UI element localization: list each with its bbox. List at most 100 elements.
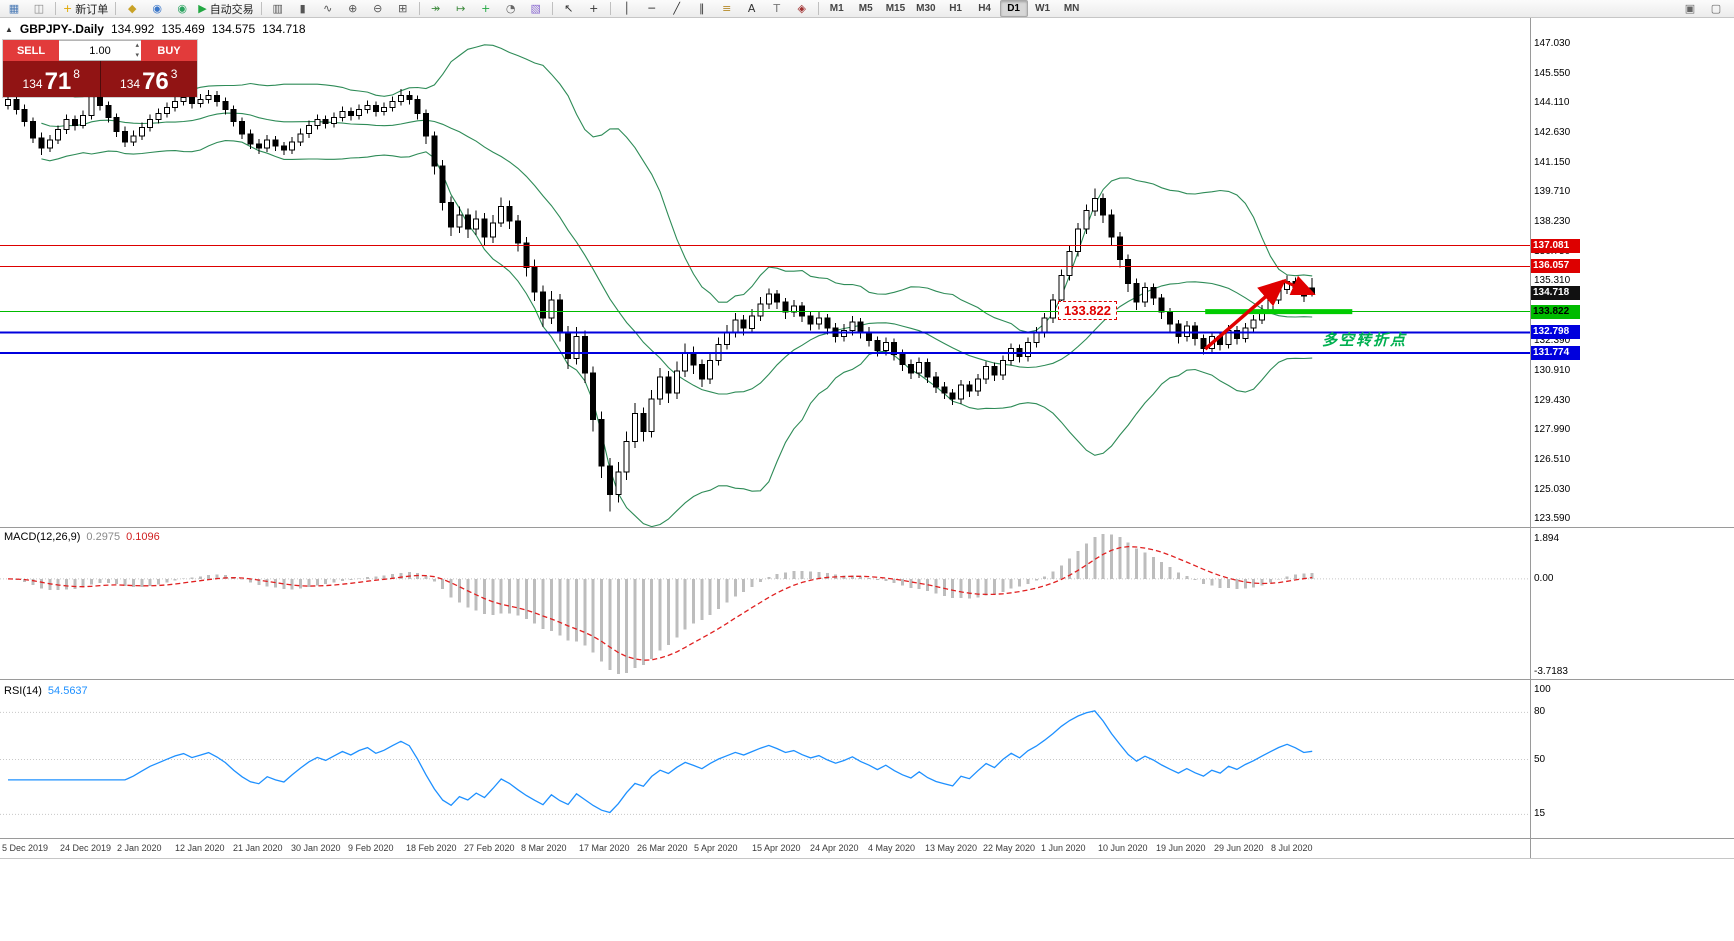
rsi-axis-label: 15 (1534, 808, 1546, 819)
date-axis-label: 10 Jun 2020 (1098, 843, 1148, 853)
rsi-axis-label: 80 (1534, 706, 1546, 717)
profiles-button[interactable]: ◫ (27, 0, 51, 17)
date-axis-label: 8 Jul 2020 (1271, 843, 1313, 853)
price-axis-tick: 147.030 (1534, 38, 1571, 49)
price-callout-label[interactable]: 133.822 (1058, 301, 1117, 320)
rsi-name: RSI(14) (4, 685, 42, 697)
rsi-line (8, 710, 1313, 814)
timeframe-h4[interactable]: H4 (978, 3, 991, 14)
buy-button[interactable]: BUY (141, 40, 197, 61)
trend-arrow[interactable] (1204, 278, 1287, 351)
chart-shift-button[interactable]: ↦ (449, 0, 473, 17)
horizontal-line-icon: ─ (648, 2, 655, 15)
toolbar-right-icons: ▣ ▢ (1678, 0, 1732, 17)
timeframe-d1[interactable]: D1 (999, 0, 1028, 17)
indicators-list-button[interactable]: + (474, 0, 498, 17)
date-axis-label: 26 Mar 2020 (637, 843, 688, 853)
timeframe-mn[interactable]: MN (1063, 3, 1080, 14)
indicators-list-icon: + (481, 2, 491, 15)
date-axis-label: 27 Feb 2020 (464, 843, 515, 853)
symbol-label: GBPJPY-.Daily (19, 22, 104, 36)
volume-down-icon[interactable]: ▾ (135, 52, 139, 59)
pullback-arrow[interactable] (1283, 275, 1316, 296)
date-axis[interactable]: 5 Dec 2019 24 Dec 2019 2 Jan 2020 12 Jan 20… (0, 838, 1530, 860)
timeframe-h1[interactable]: H1 (949, 3, 962, 14)
price-axis-tick: 125.030 (1534, 484, 1571, 495)
text-label-button[interactable]: T (765, 0, 789, 17)
rsi-axis-label: 50 (1534, 754, 1546, 765)
rsi-value: 54.5637 (47, 685, 88, 697)
metaeditor-button[interactable]: ◆ (120, 0, 144, 17)
turning-point-note[interactable]: 多空转折点 (1322, 332, 1408, 349)
buy-price[interactable]: 134 76 3 (101, 61, 198, 97)
float-window-icon: ▢ (1710, 2, 1722, 15)
chart-line-button[interactable]: ∿ (316, 0, 340, 17)
macd-canvas[interactable] (0, 529, 1530, 679)
navigator-button[interactable]: ◉ (170, 0, 194, 17)
date-axis-label: 15 Apr 2020 (752, 843, 801, 853)
horizontal-levels[interactable] (0, 245, 1530, 355)
templates-button[interactable]: ▧ (524, 0, 548, 17)
timeframe-w1[interactable]: W1 (1035, 3, 1051, 14)
price-axis-tick: 144.110 (1534, 97, 1570, 108)
trendline-button[interactable]: ╱ (665, 0, 689, 17)
shapes-dropdown-button[interactable]: ◈ (790, 0, 814, 17)
panel-toggle-icon[interactable]: ▲ (5, 24, 13, 34)
dock-window-button[interactable]: ▣ (1678, 0, 1702, 17)
timeframe-m1[interactable]: M1 (829, 3, 844, 14)
text-button[interactable]: A (740, 0, 764, 17)
market-watch-button[interactable]: ◉ (145, 0, 169, 17)
new-order-button[interactable]: + 新订单 (60, 0, 111, 17)
new-chart-button[interactable]: ▦ (2, 0, 26, 17)
sell-button[interactable]: SELL (3, 40, 59, 61)
shapes-dropdown-icon: ◈ (797, 2, 806, 15)
chart-objects[interactable] (1204, 275, 1353, 351)
zoom-in-icon: ⊕ (348, 2, 358, 15)
sell-price[interactable]: 134 71 8 (3, 61, 100, 97)
chart-candles-button[interactable]: ▮ (291, 0, 315, 17)
float-window-button[interactable]: ▢ (1704, 0, 1728, 17)
rsi-axis-label: 100 (1534, 684, 1551, 695)
ohlc-close: 134.718 (262, 22, 306, 36)
text-label-icon: T (773, 2, 781, 15)
text-icon: A (747, 2, 756, 15)
zoom-out-button[interactable]: ⊖ (366, 0, 390, 17)
pane-separator-rsi[interactable] (0, 679, 1734, 680)
rsi-canvas[interactable] (0, 681, 1530, 838)
cursor-button[interactable]: ↖ (557, 0, 581, 17)
price-axis-tick: 132.390 (1534, 335, 1571, 346)
horizontal-line-button[interactable]: ─ (640, 0, 664, 17)
periods-button[interactable]: ◔ (499, 0, 523, 17)
metaeditor-icon: ◆ (127, 2, 137, 15)
new-order-icon: + (63, 2, 73, 15)
auto-scroll-button[interactable]: ↠ (424, 0, 448, 17)
date-axis-label: 24 Dec 2019 (60, 843, 112, 853)
date-axis-label: 18 Feb 2020 (406, 843, 457, 853)
timeframe-m15[interactable]: M15 (885, 3, 906, 14)
autotrading-button[interactable]: ▶ 自动交易 (195, 0, 256, 17)
equidistant-channel-button[interactable]: ∥ (690, 0, 714, 17)
vertical-line-button[interactable]: │ (615, 0, 639, 17)
main-chart-canvas[interactable] (0, 18, 1530, 527)
level-price-tag: 136.057 (1530, 259, 1580, 273)
price-axis-separator[interactable] (1530, 18, 1531, 858)
volume-up-icon[interactable]: ▴ (135, 42, 139, 49)
fibonacci-button[interactable]: ≡ (715, 0, 739, 17)
level-price-tag: 132.798 (1530, 325, 1580, 339)
new-chart-icon: ▦ (8, 2, 20, 15)
crosshair-button[interactable]: + (582, 0, 606, 17)
volume-input[interactable]: 1.00 ▴ ▾ (59, 40, 141, 61)
cursor-icon: ↖ (564, 2, 574, 15)
pane-separator-macd[interactable] (0, 527, 1734, 528)
timeframe-m5[interactable]: M5 (858, 3, 873, 14)
dock-window-icon: ▣ (1684, 2, 1696, 15)
auto-scroll-icon: ↠ (431, 2, 441, 15)
timeframe-m30[interactable]: M30 (916, 3, 936, 14)
price-axis-tick: 129.430 (1534, 395, 1571, 406)
date-axis-label: 5 Dec 2019 (2, 843, 49, 853)
zoom-in-button[interactable]: ⊕ (341, 0, 365, 17)
price-axis[interactable]: 147.030 145.550 144.110 142.630 141.150 139.7… (1530, 18, 1734, 859)
chart-candles-icon: ▮ (299, 2, 306, 15)
chart-bars-button[interactable]: ▥ (266, 0, 290, 17)
tile-windows-button[interactable]: ⊞ (391, 0, 415, 17)
